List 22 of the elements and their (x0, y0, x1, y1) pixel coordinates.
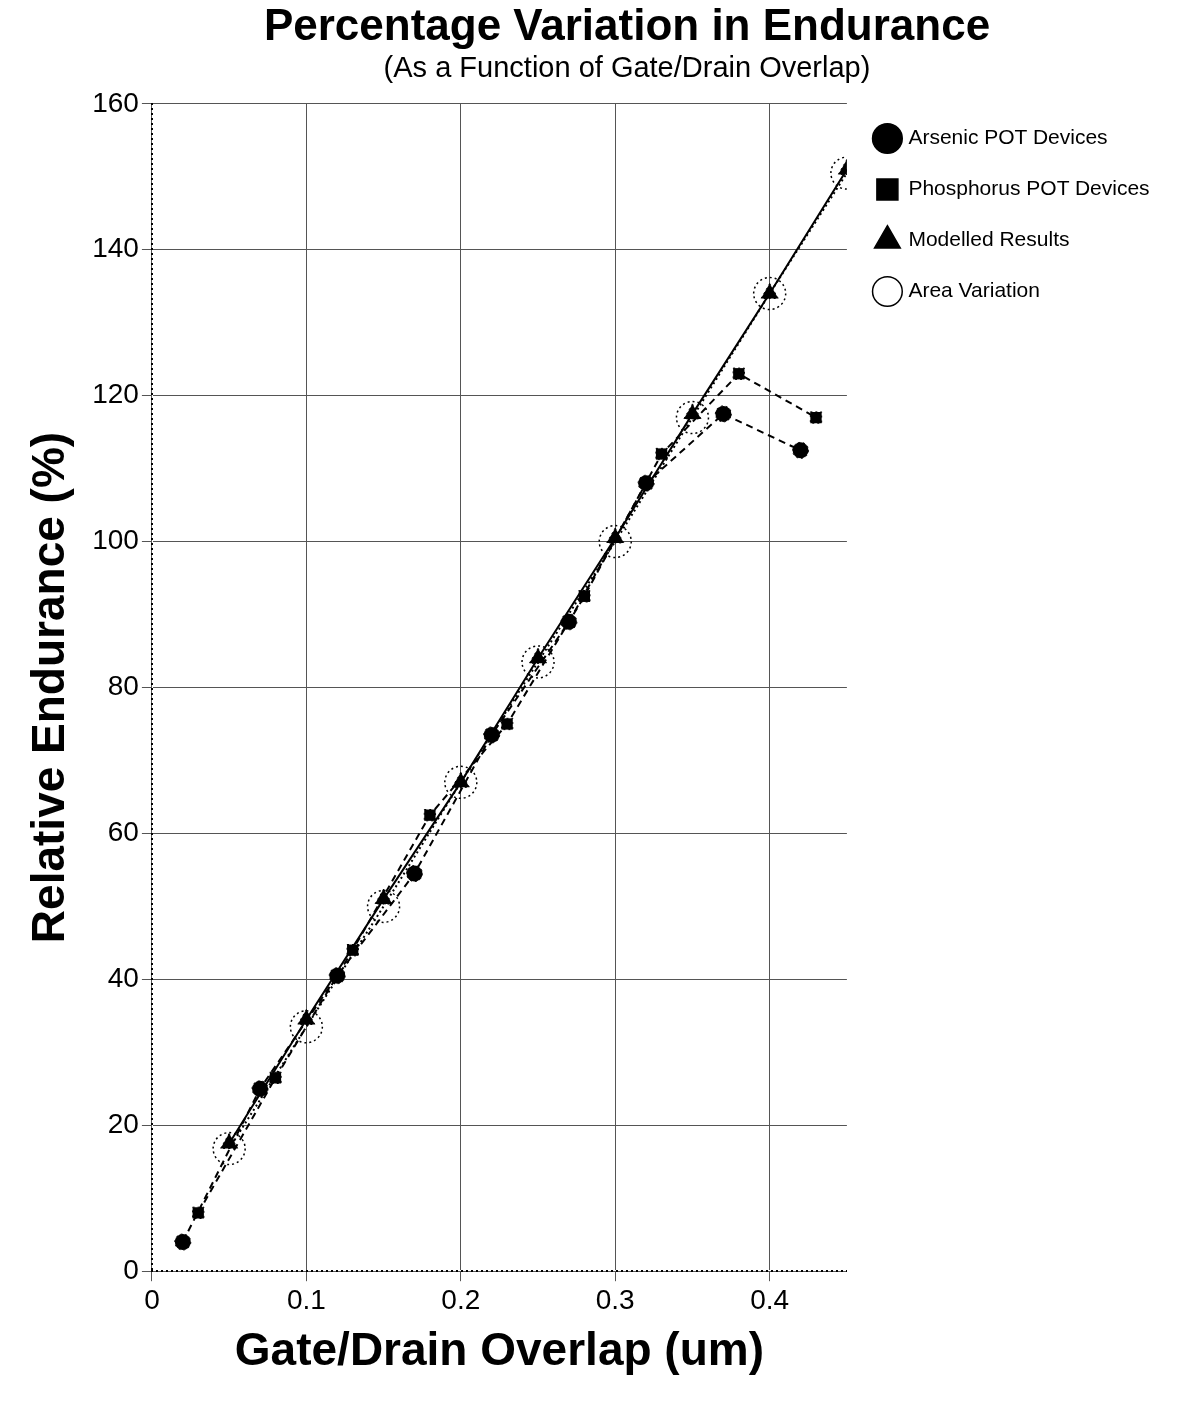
y-tick-label: 140 (92, 232, 139, 264)
legend-label: Area Variation (908, 278, 1040, 302)
y-axis-title: Relative Endurance (%) (22, 431, 75, 944)
x-tick-label: 0.3 (595, 1283, 635, 1315)
y-tick-label: 0 (123, 1253, 139, 1285)
y-tick-label: 120 (92, 378, 139, 410)
x-axis-title: Gate/Drain Overlap (um) (234, 1323, 764, 1376)
legend-label: Arsenic POT Devices (908, 125, 1108, 149)
y-tick-label: 60 (107, 816, 139, 848)
x-tick-label: 0.2 (441, 1283, 481, 1315)
x-tick-label: 0.4 (750, 1283, 790, 1315)
y-tick-label: 100 (92, 524, 139, 556)
chart-title: Percentage Variation in Endurance (262, 0, 992, 50)
y-tick-label: 40 (107, 962, 139, 994)
legend-label: Phosphorus POT Devices (908, 176, 1150, 200)
x-tick-label: 0.1 (286, 1283, 326, 1315)
legend-label: Modelled Results (908, 227, 1070, 251)
y-tick-label: 160 (92, 86, 139, 118)
y-tick-label: 80 (107, 670, 139, 702)
x-tick-label: 0 (144, 1283, 160, 1315)
chart-subtitle: (As a Function of Gate/Drain Overlap) (382, 50, 872, 84)
y-tick-label: 20 (107, 1107, 139, 1139)
